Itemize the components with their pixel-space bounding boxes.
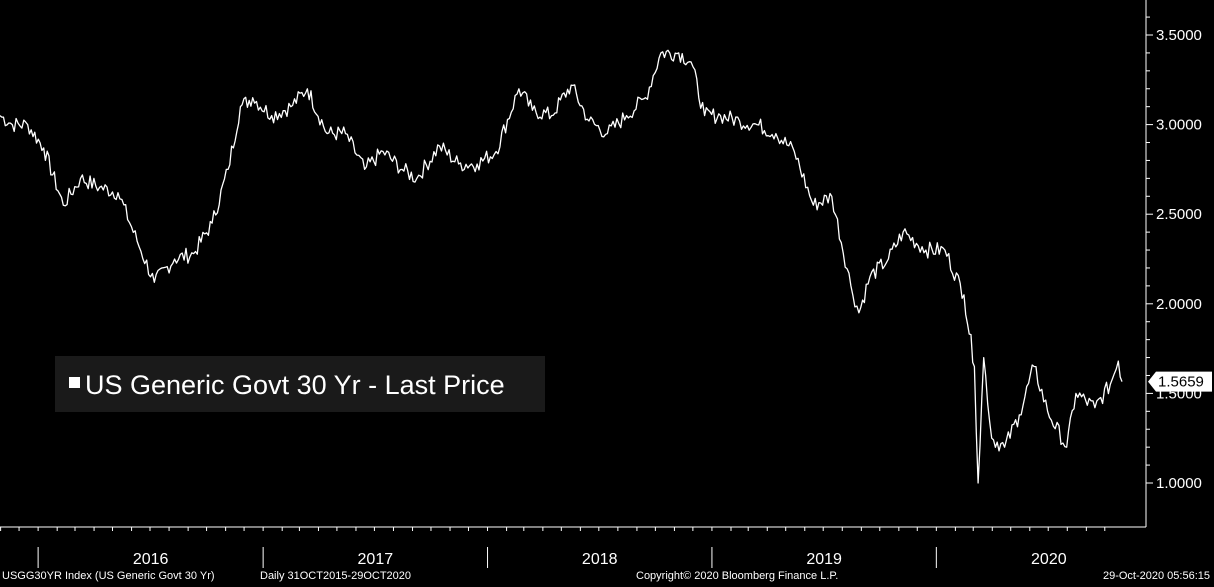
footer-copyright: Copyright© 2020 Bloomberg Finance L.P. (636, 570, 839, 582)
x-tick-label: 2019 (806, 551, 842, 568)
y-tick-label: 3.5000 (1156, 27, 1202, 44)
last-value-flag (1148, 371, 1212, 392)
y-tick-label: 1.0000 (1156, 475, 1202, 492)
x-tick-label: 2017 (358, 551, 394, 568)
x-tick-label: 2016 (133, 551, 169, 568)
series-line (0, 49, 1123, 484)
footer-range: Daily 31OCT2015-29OCT2020 (260, 570, 412, 582)
last-value-label: 1.5659 (1158, 374, 1204, 391)
y-tick-label: 2.5000 (1156, 206, 1202, 223)
x-tick-label: 2020 (1031, 551, 1067, 568)
legend-swatch (69, 377, 80, 388)
footer-ticker: USGG30YR Index (US Generic Govt 30 Yr) (2, 570, 215, 582)
x-tick-label: 2018 (582, 551, 618, 568)
y-tick-label: 3.0000 (1156, 117, 1202, 134)
y-tick-label: 2.0000 (1156, 296, 1202, 313)
price-chart: 3.50003.00002.50002.00001.50001.00002016… (0, 0, 1212, 568)
legend-label: US Generic Govt 30 Yr - Last Price (85, 370, 505, 400)
legend-box: US Generic Govt 30 Yr - Last Price (55, 356, 545, 412)
footer-timestamp: 29-Oct-2020 05:56:15 (1102, 570, 1210, 582)
